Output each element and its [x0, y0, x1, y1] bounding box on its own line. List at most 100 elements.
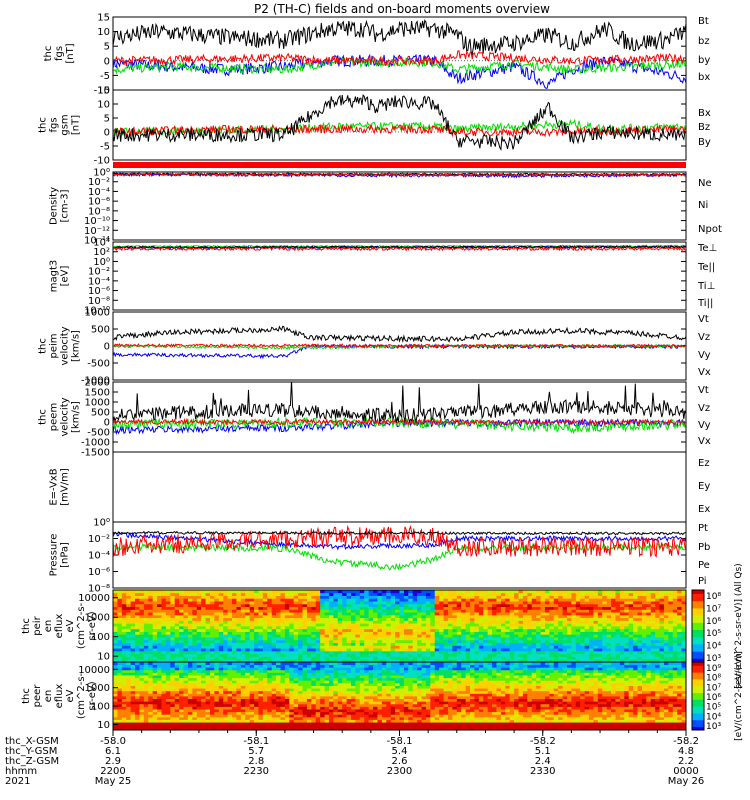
spectrogram-cell: [258, 598, 264, 602]
y-tick-label: 10²: [93, 247, 110, 258]
y-tick-label: 10⁻⁶: [88, 197, 110, 208]
spectrogram-cell: [302, 672, 308, 676]
spectrogram-cell: [439, 653, 444, 657]
spectrogram-cell: [289, 727, 295, 731]
spectrogram-cell: [395, 601, 400, 605]
spectrogram-cell: [461, 631, 467, 635]
spectrogram-cell: [196, 690, 202, 694]
y-axis-label: thcpeemvelocity[km/s]: [38, 397, 82, 436]
spectrogram-cell: [262, 690, 268, 694]
spectrogram-cell: [280, 623, 286, 627]
spectrogram-cell: [540, 609, 546, 613]
spectrogram-cell: [126, 664, 132, 668]
spectrogram-cell: [258, 628, 264, 632]
spectrogram-cell: [126, 642, 132, 646]
spectrogram-cell: [223, 716, 228, 720]
y-tick-label: 10⁻¹⁴: [84, 236, 110, 247]
spectrogram-cell: [315, 706, 321, 710]
spectrogram-cell: [351, 592, 356, 596]
spectrogram-cell: [439, 609, 444, 613]
spectrogram-cell: [196, 609, 202, 613]
spectrogram-cell: [165, 592, 171, 596]
spectrogram-cell: [346, 648, 352, 652]
spectrogram-cell: [174, 612, 180, 616]
spectrogram-cell: [364, 598, 370, 602]
spectrogram-cell: [205, 719, 211, 723]
spectrogram-cell: [434, 617, 440, 621]
spectrogram-cell: [320, 667, 325, 671]
spectrogram-cell: [130, 696, 136, 700]
spectrogram-cell: [584, 601, 590, 605]
spectrogram-cell: [298, 653, 303, 657]
spectrogram-cell: [201, 612, 206, 616]
spectrogram-cell: [165, 637, 171, 641]
spectrogram-cell: [121, 634, 127, 638]
spectrogram-cell: [615, 642, 621, 646]
spectrogram-cell: [470, 648, 475, 652]
spectrogram-cell: [403, 634, 409, 638]
spectrogram-cell: [417, 614, 422, 619]
spectrogram-cell: [254, 598, 259, 602]
spectrogram-cell: [179, 628, 184, 632]
spectrogram-cell: [298, 703, 303, 707]
spectrogram-cell: [324, 590, 330, 594]
spectrogram-cell: [196, 722, 202, 726]
spectrogram-cell: [201, 698, 206, 702]
spectrogram-cell: [232, 722, 237, 726]
spectrogram-cell: [121, 716, 127, 720]
spectrogram-cell: [417, 595, 422, 599]
spectrogram-cell: [320, 609, 325, 613]
spectrogram-cell: [117, 672, 123, 676]
spectrogram-cell: [148, 662, 154, 666]
spectrogram-cell: [130, 598, 136, 602]
spectrogram-cell: [399, 595, 405, 599]
spectrogram-cell: [161, 659, 167, 663]
spectrogram-cell: [117, 680, 123, 684]
spectrogram-cell: [386, 617, 392, 621]
spectrogram-cell: [196, 650, 202, 655]
spectrogram-cell: [531, 598, 537, 602]
spectrogram-cell: [500, 592, 506, 596]
spectrogram-cell: [201, 703, 206, 707]
spectrogram-cell: [619, 659, 625, 663]
spectrogram-cell: [187, 601, 193, 605]
spectrogram-cell: [558, 656, 563, 660]
spectrogram-cell: [637, 659, 643, 663]
spectrogram-cell: [152, 693, 158, 697]
spectrogram-cell: [425, 598, 431, 602]
spectrogram-cell: [298, 595, 303, 599]
spectrogram-cell: [117, 709, 123, 713]
spectrogram-cell: [117, 698, 123, 702]
spectrogram-cell: [289, 685, 295, 689]
spectrogram-cell: [284, 701, 290, 705]
spectrogram-cell: [130, 716, 136, 720]
spectrogram-cell: [165, 703, 171, 707]
spectrogram-cell: [646, 595, 652, 599]
spectrogram-cell: [677, 617, 682, 621]
spectrogram-cell: [170, 614, 176, 619]
spectrogram-cell: [443, 639, 449, 644]
spectrogram-cell: [359, 648, 365, 652]
spectrogram-cell: [130, 672, 136, 676]
spectrogram-cell: [227, 634, 233, 638]
spectrogram-cell: [311, 685, 317, 689]
spectrogram-cell: [580, 637, 586, 641]
spectrogram-cell: [267, 650, 273, 655]
spectrogram-cell: [324, 669, 330, 673]
spectrogram-cell: [306, 709, 312, 713]
spectrogram-cell: [509, 650, 515, 655]
spectrogram-cell: [174, 614, 180, 619]
spectrogram-cell: [421, 598, 427, 602]
spectrogram-cell: [333, 696, 339, 700]
spectrogram-cell: [377, 617, 383, 621]
spectrogram-cell: [306, 685, 312, 689]
spectrogram-cell: [148, 634, 154, 638]
spectrogram-cell: [258, 722, 264, 726]
spectrogram-cell: [306, 711, 312, 715]
spectrogram-cell: [558, 595, 563, 599]
spectrogram-cell: [593, 639, 599, 644]
spectrogram-cell: [245, 620, 251, 624]
series-line-Vt: [113, 382, 686, 424]
spectrogram-cell: [320, 650, 325, 655]
spectrogram-cell: [355, 601, 361, 605]
